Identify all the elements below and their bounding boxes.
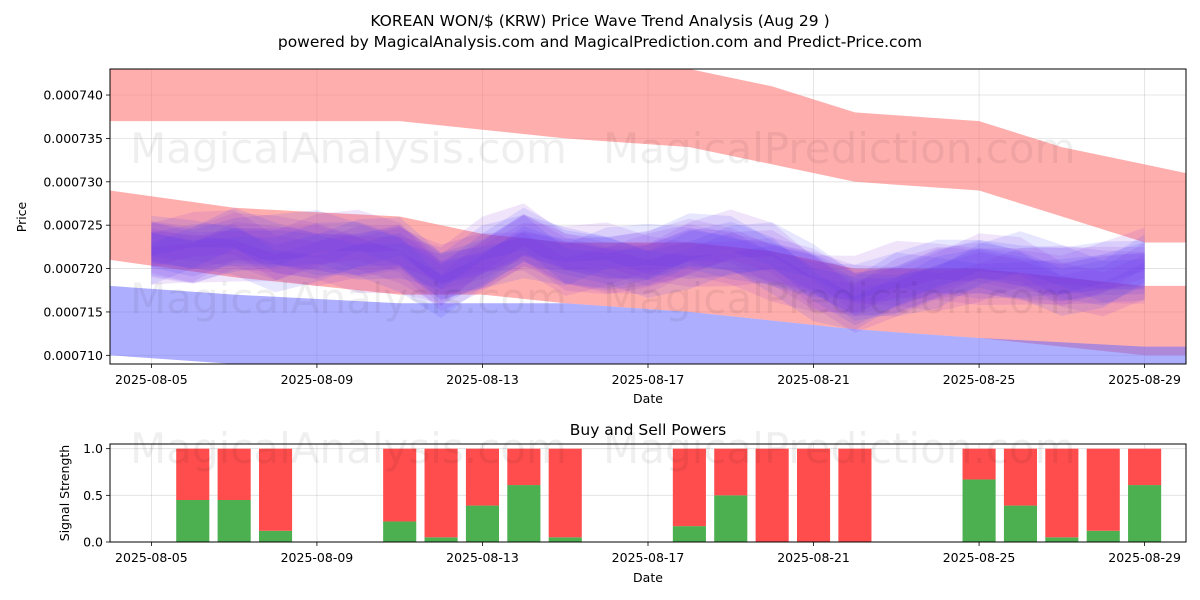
- watermark-prediction-top: MagicalPrediction.com: [603, 124, 1076, 173]
- watermark-prediction-bottom: MagicalPrediction.com: [603, 424, 1076, 473]
- sell-bar: [258, 448, 293, 531]
- price-wave-band: [151, 203, 1145, 313]
- price-x-tick-label: 2025-08-21: [777, 372, 850, 387]
- price-chart: MagicalAnalysis.com MagicalPrediction.co…: [14, 68, 1187, 406]
- watermark-prediction-mid: MagicalPrediction.com: [603, 274, 1076, 323]
- sell-bar: [1003, 448, 1038, 506]
- sell-bar: [1045, 448, 1079, 538]
- sell-bar: [672, 448, 706, 527]
- price-wave-band: [151, 209, 1145, 333]
- price-wave-band: [151, 214, 1145, 300]
- sell-bar: [176, 448, 210, 500]
- signal-x-tick-label: 2025-08-29: [1108, 550, 1181, 565]
- signal-x-tick-label: 2025-08-05: [115, 550, 188, 565]
- price-wave-band: [151, 214, 1145, 321]
- watermark-analysis-mid: MagicalAnalysis.com: [130, 274, 567, 323]
- signal-y-tick-label: 1.0: [83, 441, 103, 456]
- buy-bar: [672, 526, 706, 542]
- price-band-1: [110, 190, 1186, 356]
- signal-x-tick-label: 2025-08-13: [446, 550, 519, 565]
- buy-bar: [714, 495, 748, 542]
- watermark-analysis-top: MagicalAnalysis.com: [130, 124, 567, 173]
- price-x-tick-label: 2025-08-25: [943, 372, 1016, 387]
- signal-x-tick-label: 2025-08-09: [281, 550, 354, 565]
- watermark-analysis-bottom: MagicalAnalysis.com: [130, 424, 567, 473]
- signal-y-tick-label: 0.5: [83, 488, 103, 503]
- price-band-0: [110, 69, 1186, 243]
- sell-bar: [383, 448, 417, 522]
- buy-bar: [258, 530, 293, 542]
- sell-bar: [548, 448, 582, 538]
- signal-x-tick-label: 2025-08-21: [777, 550, 850, 565]
- buy-bar: [217, 500, 251, 542]
- price-y-tick-label: 0.000730: [43, 174, 103, 189]
- sell-bar: [838, 448, 872, 542]
- price-x-tick-label: 2025-08-13: [446, 372, 519, 387]
- signal-chart-title: Buy and Sell Powers: [570, 421, 727, 439]
- price-bands: [110, 69, 1186, 364]
- price-y-axis-label: Price: [14, 201, 29, 232]
- signal-x-axis-label: Date: [633, 570, 663, 585]
- chart-title: KOREAN WON/$ (KRW) Price Wave Trend Anal…: [370, 12, 829, 30]
- price-y-tick-label: 0.000725: [43, 218, 103, 233]
- signal-y-axis-label: Signal Strength: [57, 445, 72, 541]
- buy-bar: [507, 485, 541, 542]
- signal-x-tick-label: 2025-08-25: [943, 550, 1016, 565]
- price-y-tick-label: 0.000715: [43, 304, 103, 319]
- buy-bar: [383, 521, 417, 542]
- signal-x-tick-label: 2025-08-17: [612, 550, 685, 565]
- sell-bar: [962, 448, 996, 480]
- price-band-2: [110, 285, 1186, 364]
- price-wave-band: [151, 207, 1145, 331]
- price-y-tick-label: 0.000720: [43, 261, 103, 276]
- sell-bar: [217, 448, 251, 500]
- buy-bar: [1045, 537, 1079, 542]
- price-wave-band: [151, 224, 1145, 313]
- buy-bar: [1128, 485, 1162, 542]
- sell-bar: [714, 448, 748, 496]
- sell-bar: [465, 448, 500, 506]
- buy-bar: [465, 505, 500, 542]
- sell-bar: [796, 448, 831, 542]
- chart-subtitle: powered by MagicalAnalysis.com and Magic…: [278, 33, 922, 51]
- price-x-tick-label: 2025-08-05: [115, 372, 188, 387]
- buy-bar: [176, 500, 210, 542]
- buy-bar: [424, 537, 458, 542]
- signal-x-ticks: 2025-08-05 2025-08-09 2025-08-13 2025-08-17…: [115, 542, 1181, 565]
- price-wave-band: [151, 207, 1145, 317]
- price-x-ticks: 2025-08-05 2025-08-09 2025-08-13 2025-08-17…: [115, 364, 1181, 387]
- price-x-tick-label: 2025-08-17: [612, 372, 685, 387]
- price-x-tick-label: 2025-08-29: [1108, 372, 1181, 387]
- price-wave-band: [151, 224, 1145, 306]
- price-y-tick-label: 0.000710: [43, 348, 103, 363]
- sell-bar: [1086, 448, 1120, 531]
- sell-bar: [755, 448, 789, 542]
- price-wave-band: [151, 210, 1145, 317]
- price-wave-band: [151, 221, 1145, 326]
- sell-bar: [1128, 448, 1162, 486]
- buy-bar: [1086, 530, 1120, 542]
- price-y-tick-label: 0.000740: [43, 88, 103, 103]
- buy-bar: [548, 537, 582, 542]
- price-y-ticks: 0.000710 0.000715 0.000720 0.000725 0.000730…: [43, 88, 110, 363]
- sell-bar: [424, 448, 458, 538]
- sell-bar: [507, 448, 541, 486]
- signal-y-ticks: 0.0 0.5 1.0: [83, 441, 110, 550]
- buy-bar: [962, 479, 996, 542]
- signal-y-tick-label: 0.0: [83, 535, 103, 550]
- price-waves: [151, 203, 1145, 333]
- signal-bars: [176, 448, 1162, 542]
- price-x-tick-label: 2025-08-09: [281, 372, 354, 387]
- buy-bar: [1003, 505, 1038, 542]
- price-wave-band: [151, 213, 1145, 316]
- price-y-tick-label: 0.000735: [43, 131, 103, 146]
- price-x-axis-label: Date: [633, 391, 663, 406]
- signal-chart: Buy and Sell Powers MagicalAnalysis.com …: [57, 421, 1187, 585]
- price-wave-band: [151, 222, 1145, 312]
